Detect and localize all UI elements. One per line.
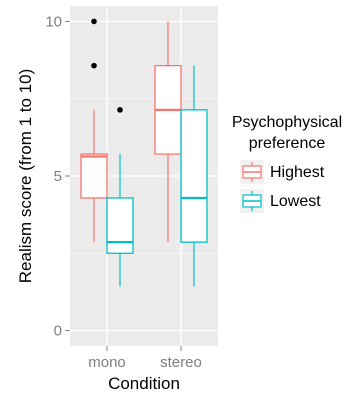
box-iqr [80, 153, 108, 199]
y-tick-label: 10 [45, 13, 62, 30]
y-tick-label: 5 [54, 168, 62, 185]
legend-key-highest [240, 160, 264, 184]
legend-title-line-2: preference [249, 135, 326, 152]
legend-label-highest: Highest [270, 164, 325, 181]
y-axis-title: Realism score (from 1 to 10) [16, 69, 35, 283]
legend-label-lowest: Lowest [270, 193, 321, 210]
box-lowest-stereo [180, 65, 208, 287]
x-axis-title: Condition [108, 374, 180, 393]
outlier-point [117, 107, 123, 113]
legend-title-line-1: Psychophysical [232, 114, 342, 131]
legend-keys [240, 160, 264, 213]
box-plot-series [80, 18, 208, 287]
box-highest-stereo [154, 21, 182, 243]
legend: Psychophysical preference Highest Lowest [232, 114, 342, 213]
outlier-point [91, 18, 97, 25]
box-iqr [106, 197, 134, 254]
x-tick-label-mono: mono [88, 354, 126, 371]
outlier-point [91, 62, 97, 69]
legend-key-lowest [240, 189, 264, 213]
box-lowest-mono [106, 107, 134, 287]
y-axis-ticks: 0 5 10 [45, 13, 70, 340]
y-tick-label: 0 [54, 323, 62, 340]
box-iqr [180, 109, 208, 243]
box-highest-mono [80, 18, 108, 243]
x-tick-label-stereo: stereo [160, 354, 202, 371]
x-axis-ticks: mono stereo [88, 346, 202, 371]
